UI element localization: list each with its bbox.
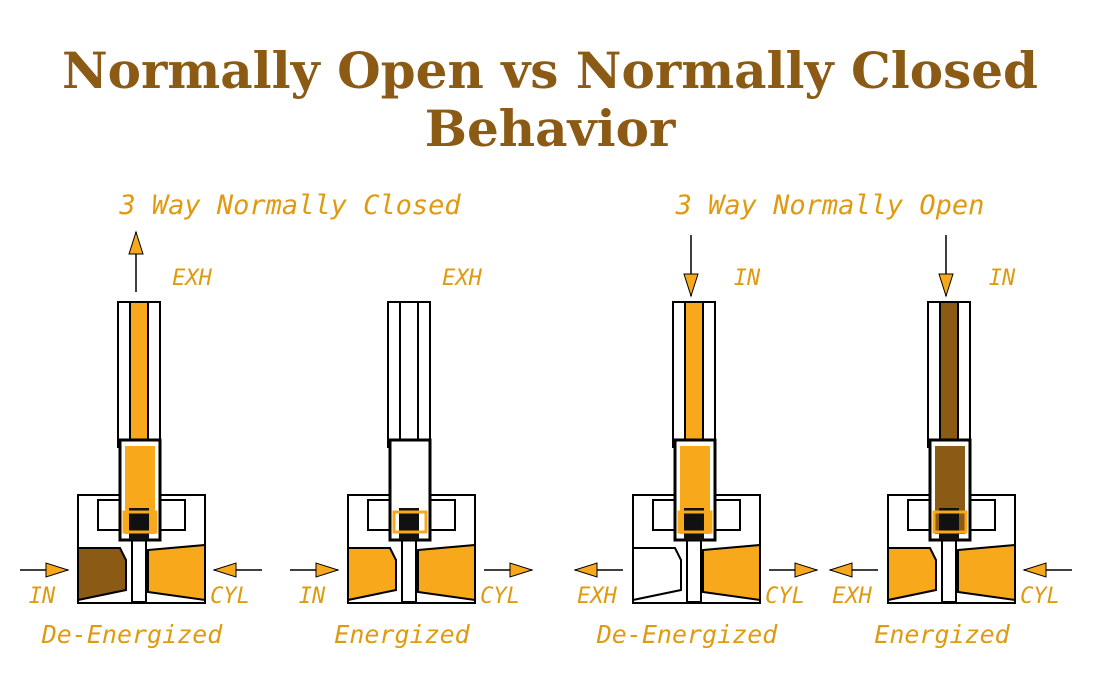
left-chamber <box>632 547 682 602</box>
left-chamber <box>77 547 127 602</box>
port-label: EXH <box>577 584 617 609</box>
stem-channel <box>684 301 704 448</box>
port-label: CYL <box>1020 584 1060 609</box>
center-post <box>941 539 957 603</box>
arrow-head <box>938 273 954 298</box>
port-label: CYL <box>210 584 250 609</box>
stem-channel <box>399 301 419 448</box>
port-label: CYL <box>480 584 520 609</box>
center-post <box>131 539 147 603</box>
arrow-head <box>1022 562 1047 578</box>
stem-channel <box>129 301 149 448</box>
diagram-heading: 3 Way Normally Closed <box>118 190 461 221</box>
port-label: IN <box>734 266 761 291</box>
right-chamber <box>957 543 1016 602</box>
arrow-head <box>128 230 144 255</box>
center-post <box>686 539 702 603</box>
port-label: EXH <box>832 584 872 609</box>
port-label: IN <box>989 266 1016 291</box>
left-chamber <box>887 547 937 602</box>
title-line: Behavior <box>425 99 676 158</box>
title-line: Normally Open vs Normally Closed <box>62 41 1038 100</box>
spring <box>677 510 713 534</box>
arrow-head <box>212 562 237 578</box>
port-label: EXH <box>172 266 212 291</box>
arrow-head <box>794 562 819 578</box>
state-label: Energized <box>334 620 470 649</box>
right-chamber <box>417 543 476 602</box>
arrow-head <box>828 562 853 578</box>
arrow-head <box>45 562 70 578</box>
port-label: EXH <box>442 266 482 291</box>
center-post <box>401 539 417 603</box>
state-label: De-Energized <box>41 620 224 649</box>
arrow-head <box>683 273 699 298</box>
port-label: IN <box>29 584 56 609</box>
arrow-head <box>573 562 598 578</box>
spring <box>392 510 428 534</box>
spring <box>122 510 158 534</box>
arrow-head <box>509 562 534 578</box>
state-label: Energized <box>874 620 1010 649</box>
spring <box>932 510 968 534</box>
right-chamber <box>147 543 206 602</box>
arrow-head <box>315 562 340 578</box>
state-label: De-Energized <box>596 620 779 649</box>
diagram-heading: 3 Way Normally Open <box>675 190 985 221</box>
right-chamber <box>702 543 761 602</box>
port-label: CYL <box>765 584 805 609</box>
left-chamber <box>347 547 397 602</box>
port-label: IN <box>299 584 326 609</box>
stem-channel <box>939 301 959 448</box>
